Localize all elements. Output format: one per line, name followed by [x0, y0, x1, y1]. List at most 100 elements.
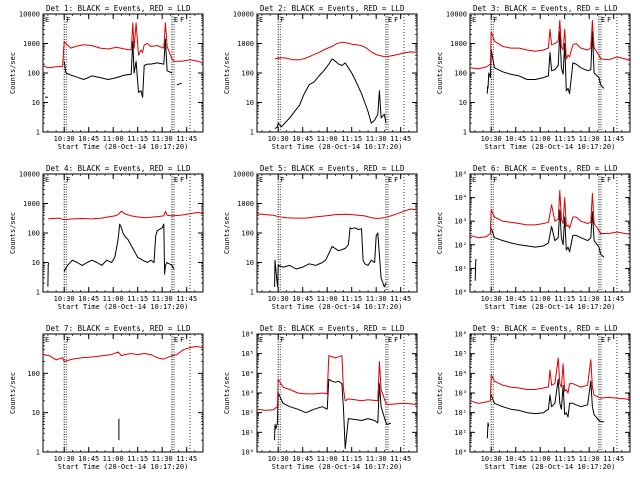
y-tick-label: 10000	[233, 11, 254, 19]
y-tick-label: 10	[32, 259, 40, 267]
marker-label: E	[45, 176, 49, 184]
panel-title: Det 6: BLACK = Events, RED = LLD	[473, 164, 618, 173]
marker-label: F	[280, 176, 284, 184]
x-tick-label: 11:00	[317, 135, 338, 143]
y-tick-label: 10⁶	[454, 331, 467, 339]
lld-series-line	[470, 190, 630, 239]
detector-panel-3: Det 3: BLACK = Events, RED = LLD 1 10 100 10…	[436, 4, 631, 151]
marker-label: F	[394, 336, 398, 344]
y-axis-label: Counts/sec	[436, 372, 444, 414]
events-series-line	[274, 227, 387, 288]
x-tick-label: 11:30	[579, 455, 600, 463]
y-tick-label: 10⁰	[454, 449, 467, 457]
y-tick-label: 10⁵	[241, 350, 254, 358]
x-tick-label: 11:00	[317, 455, 338, 463]
marker-label: E	[259, 176, 263, 184]
y-tick-label: 10000	[19, 11, 40, 19]
x-tick-label: 11:30	[152, 135, 173, 143]
x-tick-label: 10:30	[268, 455, 289, 463]
y-tick-label: 10000	[19, 171, 40, 179]
y-tick-label: 10⁵	[454, 171, 467, 179]
panel-title: Det 9: BLACK = Events, RED = LLD	[473, 324, 618, 333]
marker-label: F	[66, 176, 70, 184]
y-tick-label: 1	[36, 289, 40, 297]
marker-label: F	[280, 16, 284, 24]
marker-label: F	[607, 176, 611, 184]
x-tick-label: 10:45	[78, 135, 99, 143]
x-tick-label: 11:45	[390, 135, 411, 143]
x-tick-label: 11:30	[366, 135, 387, 143]
marker-label: E	[174, 16, 178, 24]
marker-label: F	[180, 336, 184, 344]
x-tick-label: 11:00	[530, 295, 551, 303]
y-tick-label: 100	[241, 230, 254, 238]
lld-series-line	[470, 357, 630, 404]
y-tick-label: 1	[36, 129, 40, 137]
lld-series-line	[274, 41, 417, 61]
x-tick-label: 11:15	[554, 135, 575, 143]
x-axis-label: Start Time (28-Oct-14 10:17:20)	[272, 303, 403, 311]
detector-panel-1: Det 1: BLACK = Events, RED = LLD 1 10 100 10…	[9, 4, 204, 151]
y-axis-label: Counts/sec	[9, 52, 17, 94]
marker-label: F	[394, 16, 398, 24]
x-axis-label: Start Time (28-Oct-14 10:17:20)	[485, 303, 616, 311]
y-tick-label: 10¹	[241, 429, 254, 437]
events-series-line	[45, 38, 182, 98]
x-tick-label: 11:30	[152, 295, 173, 303]
x-tick-label: 11:15	[341, 135, 362, 143]
y-tick-label: 10000	[446, 11, 467, 19]
x-tick-label: 11:15	[127, 135, 148, 143]
x-tick-label: 11:15	[341, 295, 362, 303]
x-tick-label: 11:30	[579, 135, 600, 143]
marker-label: E	[388, 16, 392, 24]
events-series-line	[47, 223, 175, 287]
panel-title: Det 3: BLACK = Events, RED = LLD	[473, 4, 618, 13]
x-tick-label: 11:15	[341, 455, 362, 463]
panel-title: Det 2: BLACK = Events, RED = LLD	[260, 4, 405, 13]
marker-label: E	[472, 336, 476, 344]
x-tick-label: 11:30	[366, 455, 387, 463]
y-tick-label: 10³	[454, 218, 467, 226]
x-tick-label: 10:30	[481, 295, 502, 303]
detector-panel-5: Det 5: BLACK = Events, RED = LLD 1 10 100 10…	[223, 164, 418, 311]
y-tick-label: 100	[454, 70, 467, 78]
detector-panel-8: Det 8: BLACK = Events, RED = LLD 10⁰ 10¹ 10…	[223, 324, 418, 471]
y-tick-label: 10⁵	[454, 350, 467, 358]
x-tick-label: 10:30	[54, 455, 75, 463]
marker-label: F	[607, 336, 611, 344]
marker-label: F	[180, 176, 184, 184]
y-tick-label: 10	[32, 409, 40, 417]
lld-series-line	[257, 355, 417, 411]
x-tick-label: 10:30	[481, 455, 502, 463]
y-axis-label: Counts/sec	[436, 212, 444, 254]
x-tick-label: 10:30	[481, 135, 502, 143]
y-tick-label: 100	[241, 70, 254, 78]
y-tick-label: 10⁴	[454, 370, 467, 378]
x-tick-label: 11:00	[103, 295, 124, 303]
x-tick-label: 11:45	[603, 135, 624, 143]
marker-label: E	[388, 176, 392, 184]
panel-title: Det 7: BLACK = Events, RED = LLD	[46, 324, 191, 333]
x-tick-label: 11:45	[176, 455, 197, 463]
x-tick-label: 11:15	[127, 455, 148, 463]
detector-panel-9: Det 9: BLACK = Events, RED = LLD 10⁰ 10¹ 10…	[436, 324, 631, 471]
marker-label: F	[280, 336, 284, 344]
marker-label: F	[180, 16, 184, 24]
lld-series-line	[43, 22, 203, 69]
marker-label: E	[388, 336, 392, 344]
x-tick-label: 11:45	[176, 295, 197, 303]
y-tick-label: 10³	[454, 390, 467, 398]
marker-label: E	[601, 16, 605, 24]
x-tick-label: 11:00	[103, 455, 124, 463]
x-axis-label: Start Time (28-Oct-14 10:17:20)	[58, 463, 189, 471]
plot-frame	[469, 173, 631, 293]
x-tick-label: 10:30	[268, 295, 289, 303]
marker-label: F	[607, 16, 611, 24]
lld-series-line	[257, 208, 417, 219]
y-tick-label: 10¹	[454, 265, 467, 273]
x-axis-label: Start Time (28-Oct-14 10:17:20)	[272, 143, 403, 151]
x-axis-label: Start Time (28-Oct-14 10:17:20)	[272, 463, 403, 471]
marker-label: E	[174, 336, 178, 344]
marker-label: E	[259, 16, 263, 24]
lld-series-line	[43, 346, 203, 362]
